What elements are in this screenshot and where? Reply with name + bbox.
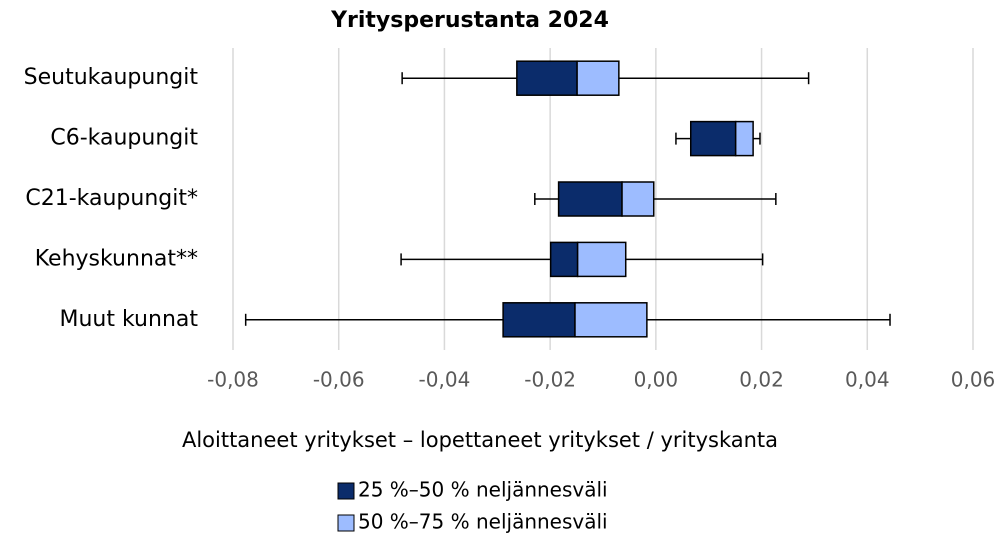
box-upper (576, 60, 620, 96)
box-upper (734, 120, 754, 157)
x-tick-label: -0,04 (419, 368, 471, 392)
y-tick-label: C21-kaupungit* (25, 186, 198, 211)
legend-label: 25 %–50 % neljännesväli (358, 478, 608, 502)
x-axis-label: Aloittaneet yritykset – lopettaneet yrit… (182, 428, 778, 452)
box-lower (549, 241, 579, 278)
box-lower (557, 181, 623, 217)
box-upper (576, 241, 627, 278)
box-upper (574, 302, 648, 338)
x-tick-label: 0,02 (739, 368, 784, 392)
legend-swatch (337, 482, 355, 500)
x-tick-label: 0,04 (845, 368, 890, 392)
legend-swatch (337, 514, 355, 532)
box-upper (621, 181, 655, 217)
chart-title: Yritysperustanta 2024 (330, 8, 609, 33)
y-tick-label: Muut kunnat (60, 307, 199, 332)
x-tick-label: 0,00 (634, 368, 679, 392)
x-tick-label: -0,06 (313, 368, 365, 392)
x-tick-label: 0,06 (951, 368, 996, 392)
y-tick-label: Kehyskunnat** (35, 246, 198, 271)
legend-label: 50 %–75 % neljännesväli (358, 510, 608, 534)
box-lower (516, 60, 578, 96)
box-lower (502, 302, 576, 338)
y-tick-label: C6-kaupungit (50, 126, 198, 151)
x-tick-label: -0,08 (207, 368, 259, 392)
x-tick-label: -0,02 (524, 368, 576, 392)
y-tick-label: Seutukaupungit (24, 65, 199, 90)
box-lower (689, 120, 737, 157)
